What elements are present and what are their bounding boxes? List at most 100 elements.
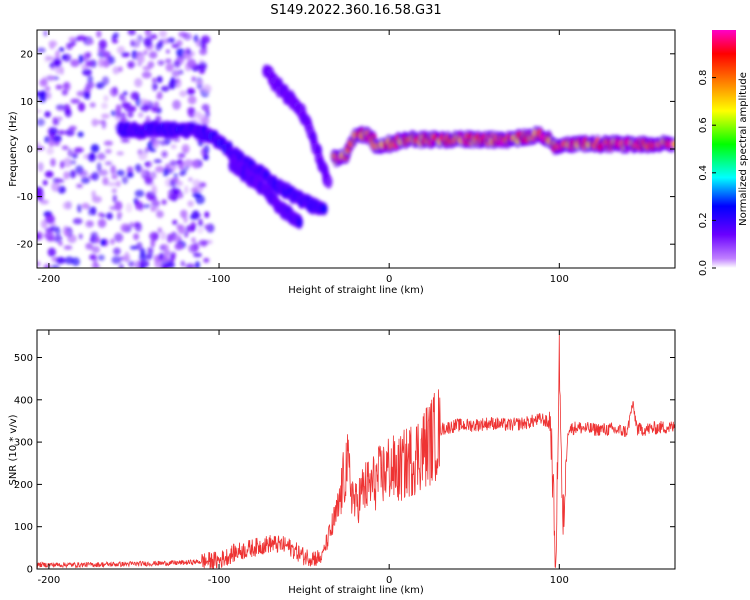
heatmap-cell [137, 54, 145, 65]
y-tick-label: 200 [14, 480, 33, 491]
heatmap-cell [150, 206, 156, 212]
heatmap-cell [148, 51, 158, 59]
heatmap-cell [169, 160, 178, 166]
heatmap-cell [172, 99, 182, 110]
heatmap-cell [195, 261, 200, 268]
heatmap-cell [150, 171, 157, 180]
heatmap-cell [54, 234, 63, 243]
heatmap-cell [118, 263, 124, 268]
heatmap-cell [151, 77, 157, 83]
heatmap-cell [190, 187, 199, 193]
heatmap-cell [167, 168, 174, 175]
heatmap-cell [184, 165, 190, 170]
heatmap-cell [44, 170, 54, 178]
heatmap-cell [37, 118, 45, 127]
heatmap-cell [130, 39, 135, 47]
heatmap-cell [68, 36, 77, 42]
heatmap-cell [197, 227, 204, 234]
heatmap-cell [72, 218, 83, 225]
y-tick-label: 400 [14, 395, 33, 406]
heatmap-cell [203, 144, 210, 155]
snr-ticks: -200 -100 0 100 0 100 200 300 400 500 [14, 330, 675, 586]
snr-y-label: SNR (10 * v/v) [8, 414, 19, 485]
heatmap-cell [56, 256, 66, 265]
y-tick-label: -10 [17, 192, 33, 203]
heatmap-cell [150, 238, 156, 248]
heatmap-cell [158, 252, 164, 259]
heatmap-cell [202, 84, 212, 94]
heatmap-cell [48, 40, 58, 47]
heatmap-cell [121, 52, 130, 58]
heatmap-cell [77, 102, 86, 112]
heatmap-cell [37, 162, 44, 172]
heatmap-cell [177, 158, 183, 165]
colorbar: 0.0 0.2 0.4 0.6 0.8 Normalized spectral ampl… [698, 30, 749, 276]
x-tick-label: 0 [386, 274, 392, 285]
heatmap-cell [37, 261, 41, 267]
heatmap-cell [177, 224, 186, 235]
heatmap-cell [46, 236, 56, 242]
heatmap-cell [76, 35, 87, 41]
colorbar-tick-label: 0.0 [698, 260, 709, 276]
heatmap-cell [190, 221, 197, 232]
heatmap-cell [77, 131, 84, 138]
heatmap-cell [171, 186, 181, 194]
heatmap-cell [158, 30, 168, 38]
heatmap-cell [147, 141, 154, 151]
heatmap-cell [172, 234, 182, 243]
spectrogram-x-label: Height of straight line (km) [288, 285, 424, 296]
heatmap-cell [111, 256, 122, 265]
heatmap-cell [115, 180, 121, 187]
heatmap-cell [97, 218, 107, 228]
snr-x-label: Height of straight line (km) [288, 585, 424, 596]
heatmap-cell [61, 145, 69, 151]
heatmap-cell [108, 56, 116, 65]
heatmap-cell [42, 179, 48, 186]
heatmap-cell [156, 75, 163, 84]
heatmap-cell [106, 212, 113, 220]
heatmap-cell [77, 169, 88, 178]
heatmap-cell [170, 144, 177, 149]
heatmap-cell [161, 150, 168, 158]
heatmap-cell [55, 116, 63, 121]
heatmap-cell [39, 199, 49, 205]
heatmap-cell [183, 230, 189, 238]
heatmap-cell [172, 137, 180, 142]
heatmap-cell [116, 211, 123, 218]
heatmap-cell [73, 147, 84, 153]
heatmap-cell [97, 212, 104, 217]
heatmap-cell [111, 174, 118, 180]
heatmap-cell [143, 37, 153, 48]
heatmap-cell [62, 201, 71, 210]
y-tick-label: 0 [27, 565, 33, 576]
heatmap-cell [125, 202, 133, 213]
heatmap-cell [135, 96, 141, 107]
heatmap-cell [143, 49, 148, 56]
heatmap-cell [141, 71, 152, 79]
heatmap-cell [127, 30, 136, 36]
heatmap-cell [160, 263, 169, 268]
heatmap-cell [139, 253, 147, 261]
heatmap-cell [59, 66, 64, 75]
heatmap-cell [169, 253, 175, 263]
heatmap-cell [155, 115, 162, 123]
heatmap-cell [86, 39, 94, 45]
heatmap-cell [110, 165, 116, 175]
heatmap-cell [113, 247, 121, 256]
heatmap-cell [124, 251, 130, 260]
heatmap-cell [70, 59, 80, 68]
heatmap-cell [166, 233, 173, 243]
heatmap-cell [192, 179, 201, 187]
heatmap-cell [138, 112, 144, 118]
heatmap-cell [107, 182, 117, 187]
heatmap-cell [114, 201, 123, 211]
heatmap-cell [119, 93, 125, 101]
heatmap-cell [120, 138, 130, 143]
heatmap-cell [132, 38, 141, 49]
heatmap-cell [198, 218, 203, 227]
heatmap-cell [160, 231, 167, 241]
heatmap-cell [103, 95, 109, 102]
heatmap-cell [42, 76, 47, 84]
heatmap-cell [70, 98, 81, 104]
heatmap-cell [198, 239, 208, 246]
